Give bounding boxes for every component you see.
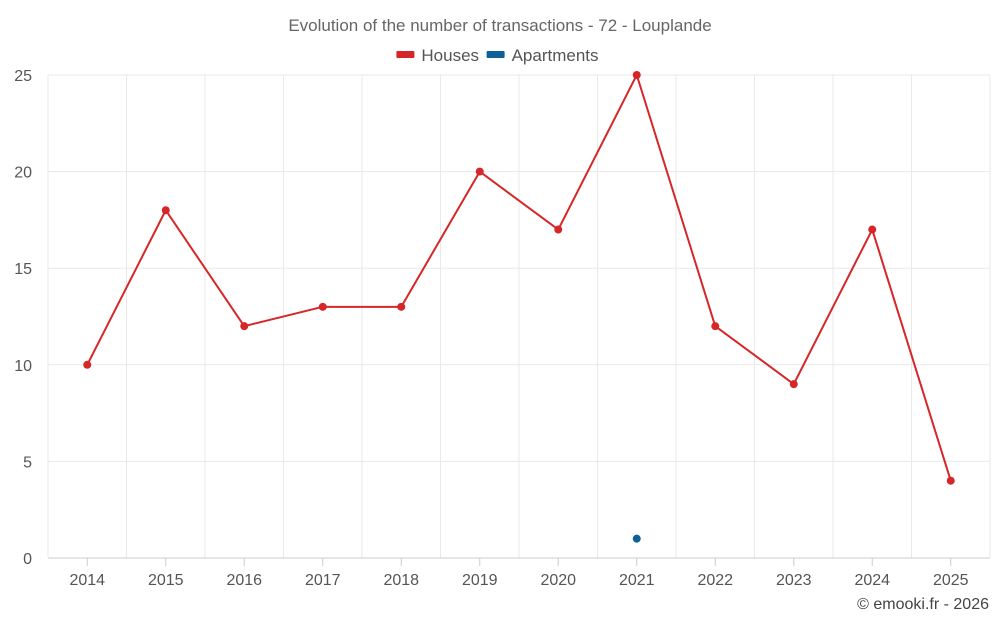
x-tick-label: 2024 (854, 572, 890, 589)
data-point-houses-2023[interactable] (789, 380, 798, 389)
data-point-houses-2014[interactable] (83, 360, 92, 369)
x-tick-label: 2020 (540, 572, 576, 589)
series-layer (83, 71, 955, 543)
legend-swatch-houses (396, 51, 415, 58)
data-point-apartments-2021[interactable] (632, 534, 641, 543)
x-tick-label: 2016 (226, 572, 262, 589)
x-tick-label: 2019 (462, 572, 498, 589)
y-tick-label: 10 (14, 358, 32, 375)
data-point-houses-2018[interactable] (397, 302, 406, 311)
x-tick-label: 2018 (383, 572, 419, 589)
x-tick-label: 2023 (776, 572, 812, 589)
series-apartments (632, 534, 641, 543)
data-point-houses-2024[interactable] (868, 225, 877, 234)
data-point-houses-2017[interactable] (318, 302, 327, 311)
legend-label-apartments: Apartments (512, 46, 599, 65)
x-tick-label: 2014 (69, 572, 105, 589)
legend-item-apartments[interactable]: Apartments (486, 46, 599, 65)
data-point-houses-2021[interactable] (632, 71, 641, 79)
series-houses (83, 71, 955, 485)
x-tick-label: 2021 (619, 572, 655, 589)
copyright-credit: © emooki.fr - 2026 (857, 596, 989, 613)
y-tick-label: 20 (14, 165, 32, 182)
x-tick-label: 2015 (148, 572, 184, 589)
data-point-houses-2020[interactable] (554, 225, 563, 234)
data-point-houses-2019[interactable] (475, 167, 484, 176)
x-axis-ticks: 2014 2015 2016 2017 2018 2019 2020 2021 2022 2023… (69, 558, 969, 589)
y-tick-label: 5 (23, 454, 32, 471)
y-tick-label: 15 (14, 261, 32, 278)
vertical-gridlines (47, 75, 991, 558)
data-point-houses-2022[interactable] (711, 322, 720, 331)
x-tick-label: 2025 (933, 572, 969, 589)
x-tick-label: 2022 (697, 572, 733, 589)
chart-title: Evolution of the number of transactions … (288, 16, 711, 35)
data-point-houses-2016[interactable] (240, 322, 249, 331)
legend-swatch-apartments (486, 51, 505, 58)
data-point-houses-2025[interactable] (946, 476, 955, 485)
y-axis-ticks: 0 5 10 15 20 25 (14, 68, 32, 568)
legend: Houses Apartments (396, 46, 599, 65)
data-point-houses-2015[interactable] (161, 206, 170, 215)
legend-item-houses[interactable]: Houses (396, 46, 479, 65)
y-tick-label: 25 (14, 68, 32, 85)
x-tick-label: 2017 (305, 572, 341, 589)
legend-label-houses: Houses (421, 46, 479, 65)
series-line-houses (86, 74, 952, 482)
y-tick-label: 0 (23, 551, 32, 568)
